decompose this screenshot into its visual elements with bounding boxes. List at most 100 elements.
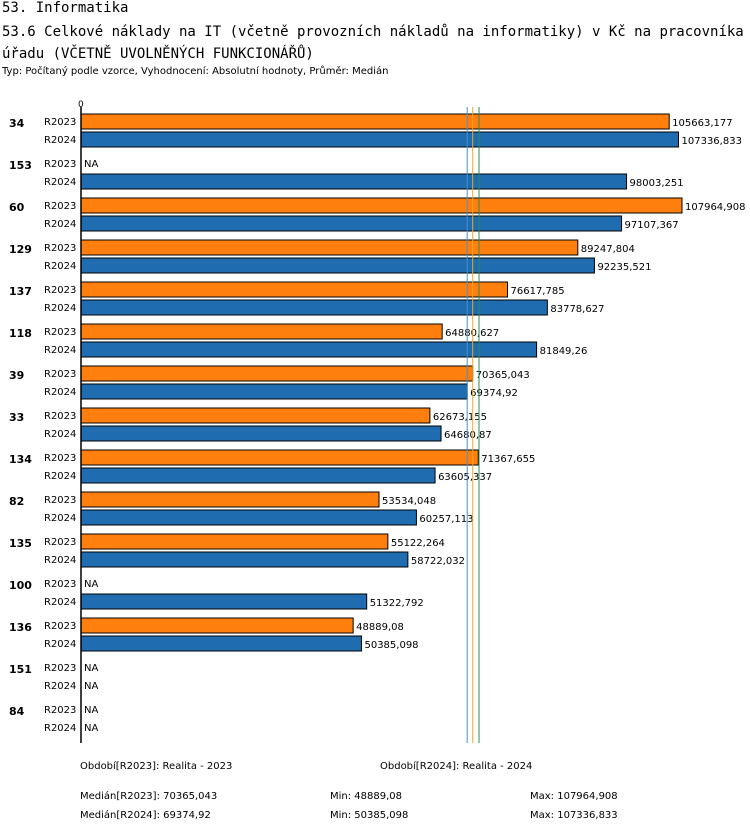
bar (80, 551, 409, 568)
bar (80, 593, 368, 610)
data-label: 63605,337 (438, 472, 492, 483)
data-label: 105663,177 (672, 118, 732, 129)
group-label: 137 (9, 285, 32, 298)
bar (80, 173, 628, 190)
median-2023-label: Medián[R2023]: 70365,043 (80, 791, 218, 802)
data-label: 98003,251 (630, 178, 684, 189)
group-label: 129 (9, 243, 32, 256)
data-label: 64680,87 (444, 430, 492, 441)
data-label: NA (84, 723, 98, 734)
data-label: 53534,048 (382, 496, 436, 507)
bar (80, 491, 380, 508)
bar (80, 383, 468, 400)
data-label: 60257,113 (419, 514, 473, 525)
data-label: 69374,92 (470, 388, 518, 399)
bar (80, 407, 431, 424)
series-row-label: R2024 (44, 597, 76, 608)
series-row-label: R2023 (44, 663, 76, 674)
series-row-label: R2024 (44, 345, 76, 356)
data-label: 70365,043 (476, 370, 530, 381)
axis-zero-label: 0 (78, 100, 84, 110)
group-label: 151 (9, 663, 32, 676)
data-label: 71367,655 (481, 454, 535, 465)
series-row-label: R2024 (44, 471, 76, 482)
series-row-label: R2024 (44, 681, 76, 692)
bar (80, 215, 623, 232)
data-label: 92235,521 (597, 262, 651, 273)
series-row-label: R2023 (44, 453, 76, 464)
series-row-label: R2024 (44, 387, 76, 398)
bar (80, 257, 595, 274)
series-row-label: R2023 (44, 327, 76, 338)
bar (80, 323, 443, 340)
series-row-label: R2023 (44, 579, 76, 590)
period-2023-label: Období[R2023]: Realita - 2023 (80, 761, 233, 772)
min-2024-label: Min: 50385,098 (330, 810, 409, 821)
data-label: 58722,032 (411, 556, 465, 567)
bar (80, 281, 509, 298)
data-label: 97107,367 (625, 220, 679, 231)
series-row-label: R2023 (44, 495, 76, 506)
min-2023-label: Min: 48889,08 (330, 791, 403, 802)
series-row-label: R2024 (44, 261, 76, 272)
bar (80, 635, 362, 652)
bar (80, 449, 479, 466)
data-label: 62673,155 (433, 412, 487, 423)
data-label: 107964,908 (685, 202, 745, 213)
section-heading: 53. Informatika (2, 0, 129, 16)
bar (80, 341, 538, 358)
data-label: NA (84, 159, 98, 170)
group-label: 84 (9, 705, 25, 718)
series-row-label: R2023 (44, 243, 76, 254)
bar (80, 113, 670, 130)
data-label: 107336,833 (682, 136, 742, 147)
data-label: 81849,26 (540, 346, 588, 357)
series-row-label: R2024 (44, 639, 76, 650)
series-row-label: R2024 (44, 429, 76, 440)
bar (80, 509, 417, 526)
bar (80, 425, 442, 442)
series-row-label: R2023 (44, 369, 76, 380)
max-2024-label: Max: 107336,833 (530, 810, 618, 821)
max-2023-label: Max: 107964,908 (530, 791, 618, 802)
series-row-label: R2023 (44, 537, 76, 548)
group-label: 34 (9, 117, 25, 130)
series-row-label: R2024 (44, 723, 76, 734)
group-label: 33 (9, 411, 24, 424)
series-row-label: R2024 (44, 177, 76, 188)
data-label: 50385,098 (364, 640, 418, 651)
bar (80, 239, 579, 256)
chart-subtitle: Typ: Počítaný podle vzorce, Vyhodnocení:… (2, 66, 389, 77)
bar (80, 617, 354, 634)
series-row-label: R2023 (44, 705, 76, 716)
group-label: 134 (9, 453, 32, 466)
median-2024-label: Medián[R2024]: 69374,92 (80, 810, 211, 821)
chart-title: 53.6 Celkové náklady na IT (včetně provo… (2, 24, 744, 62)
group-label: 39 (9, 369, 24, 382)
data-label: 48889,08 (356, 622, 404, 633)
group-label: 60 (9, 201, 25, 214)
bar (80, 131, 680, 148)
group-label: 118 (9, 327, 32, 340)
data-label: 83778,627 (550, 304, 604, 315)
data-label: 51322,792 (370, 598, 424, 609)
series-row-label: R2023 (44, 285, 76, 296)
data-label: NA (84, 705, 98, 716)
data-label: NA (84, 663, 98, 674)
series-row-label: R2024 (44, 303, 76, 314)
series-row-label: R2023 (44, 621, 76, 632)
bar (80, 197, 683, 214)
series-row-label: R2023 (44, 159, 76, 170)
data-label: 55122,264 (391, 538, 445, 549)
period-2024-label: Období[R2024]: Realita - 2024 (380, 761, 533, 772)
group-label: 153 (9, 159, 32, 172)
bar (80, 533, 389, 550)
series-row-label: R2024 (44, 219, 76, 230)
series-row-label: R2024 (44, 135, 76, 146)
series-row-label: R2024 (44, 555, 76, 566)
group-label: 100 (9, 579, 32, 592)
series-row-label: R2023 (44, 411, 76, 422)
series-row-label: R2024 (44, 513, 76, 524)
group-label: 135 (9, 537, 32, 550)
